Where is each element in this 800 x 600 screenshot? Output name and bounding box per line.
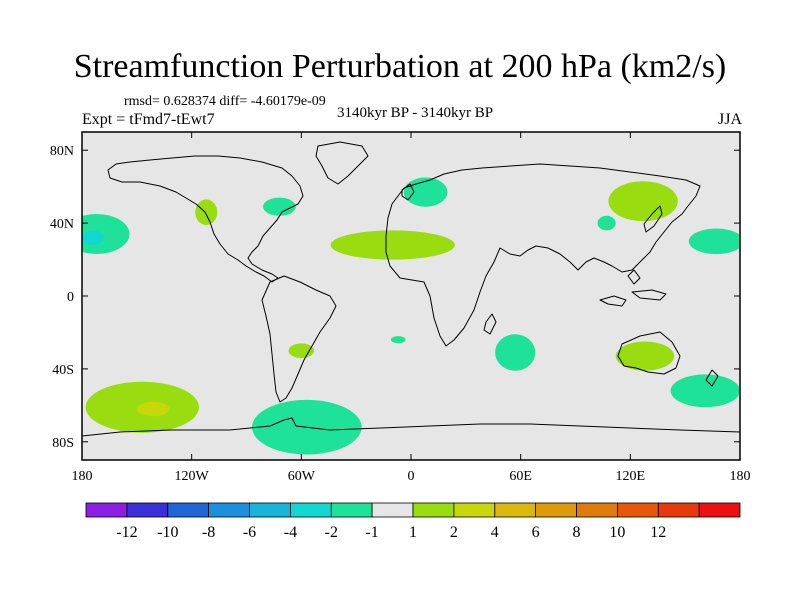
colorbar-swatch (453, 502, 496, 518)
y-tick-label: 0 (67, 290, 74, 305)
anomaly-southern-indian-ocean (495, 334, 536, 371)
colorbar-swatch (330, 502, 373, 518)
colorbar-label: 2 (450, 524, 458, 541)
anomaly-northeast-north-america (263, 197, 296, 216)
colorbar-swatch (208, 502, 250, 518)
anomaly-northeast-pacific (195, 199, 218, 225)
anomaly-central-asia (597, 215, 616, 231)
rmsd-stats: rmsd= 0.628374 diff= -4.60179e-09 (124, 94, 326, 109)
x-tick-label: 60W (288, 469, 316, 484)
anomaly-south-pacific-core (136, 401, 170, 417)
coastline-south-america (261, 275, 337, 403)
colorbar-label: -4 (284, 524, 297, 541)
colorbar-swatch (494, 502, 537, 518)
time-period: 3140kyr BP - 3140kyr BP (336, 105, 494, 121)
coastline-maritime-asia (599, 269, 667, 307)
coastline-north-america (107, 155, 304, 283)
x-tick-label: 120E (616, 469, 646, 484)
colorbar-swatch (412, 502, 455, 518)
coastline-antarctica (82, 417, 740, 437)
anomaly-north-pacific-west-core (82, 230, 104, 245)
colorbar-swatch (535, 502, 577, 518)
coastline-australia (617, 331, 681, 375)
colorbar-swatch (85, 502, 128, 518)
coastline-madagascar (483, 313, 497, 335)
colorbar-label: 10 (609, 524, 625, 541)
x-tick-label: 180 (730, 469, 751, 484)
anomaly-south-america (288, 343, 315, 359)
x-tick-label: 180 (72, 469, 93, 484)
colorbar-swatch (657, 502, 700, 518)
anomaly-australia (615, 341, 675, 371)
y-tick-label: 80S (52, 436, 74, 451)
colorbar-label: 12 (650, 524, 666, 541)
colorbar-label: -1 (365, 524, 378, 541)
colorbar-swatch (698, 502, 741, 518)
figure-title: Streamfunction Perturbation at 200 hPa (… (73, 48, 727, 85)
coastline-greenland (315, 141, 369, 185)
colorbar-swatch (249, 502, 291, 518)
y-tick-label: 40N (50, 217, 74, 232)
y-tick-label: 40S (52, 363, 74, 378)
colorbar-label: -6 (243, 524, 256, 541)
colorbar-label: -2 (325, 524, 338, 541)
colorbar-swatch (617, 502, 659, 518)
anomaly-north-atlantic-europe (403, 177, 448, 207)
coastline-britain (401, 183, 415, 201)
anomaly-southwest-pacific (670, 374, 740, 408)
colorbar-label: -12 (116, 524, 137, 541)
coastline-japan (643, 205, 663, 233)
colorbar-label: 6 (532, 524, 540, 541)
map-axes: 180 120W 60W 0 60E 120E 180 80N 40N 0 40S 80S (50, 132, 751, 484)
colorbar-swatch (576, 502, 618, 518)
colorbar-label: 4 (491, 524, 499, 541)
anomaly-layer (82, 177, 740, 455)
colorbar-swatch (371, 502, 414, 518)
coastline-new-zealand (705, 369, 719, 387)
experiment-label: Expt = tFmd7-tEwt7 (82, 111, 215, 128)
x-tick-label: 0 (408, 469, 415, 484)
anomaly-northeast-asia (608, 181, 678, 222)
coastlines (82, 141, 740, 437)
x-tick-label: 60E (509, 469, 532, 484)
colorbar-label: -10 (157, 524, 178, 541)
colorbar-swatch (289, 502, 332, 518)
anomaly-north-africa-band (330, 230, 455, 260)
coastline-eurasia-africa (385, 163, 701, 347)
anomaly-northwest-pacific (688, 228, 740, 255)
x-tick-label: 120W (175, 469, 210, 484)
colorbar-swatch (126, 502, 169, 518)
y-tick-label: 80N (50, 144, 74, 159)
anomaly-south-atlantic-small (390, 336, 406, 344)
colorbar-label: -8 (202, 524, 215, 541)
colorbar-label: 1 (409, 524, 417, 541)
season-label: JJA (717, 111, 742, 128)
colorbar-label: 8 (573, 524, 581, 541)
colorbar: -12 -10 -8 -6 -4 -2 -1 1 2 4 6 8 10 12 (85, 502, 741, 541)
colorbar-swatch (167, 502, 210, 518)
